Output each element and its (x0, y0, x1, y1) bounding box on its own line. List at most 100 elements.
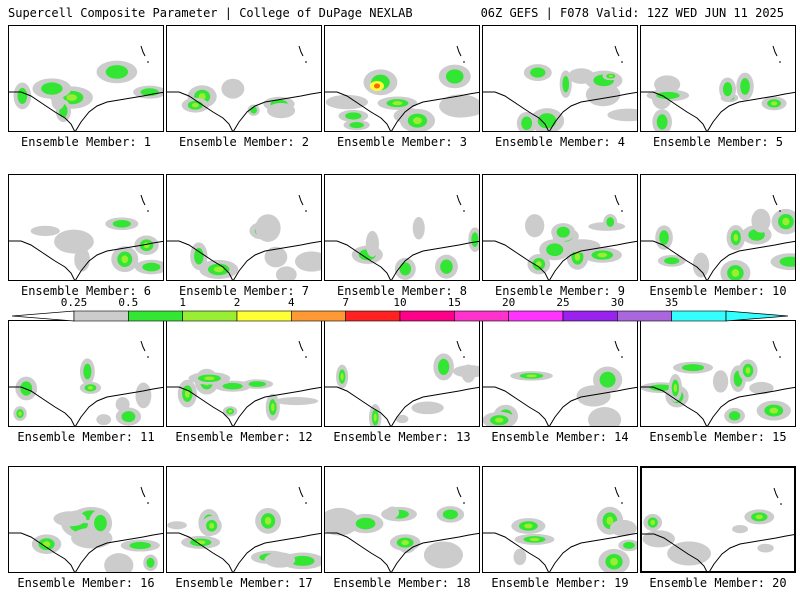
coastline (642, 533, 794, 571)
scp-shade-mid (121, 411, 136, 423)
scp-shade-mid (728, 411, 741, 421)
scp-shade-low (30, 225, 60, 237)
ensemble-map-18 (324, 466, 480, 573)
ensemble-member-label: Ensemble Member: 5 (652, 135, 784, 149)
ensemble-member-label: Ensemble Member: 18 (333, 576, 471, 590)
coastline (325, 240, 479, 280)
colorbar-segment (671, 310, 727, 322)
scp-shade-mid (623, 541, 635, 549)
scp-shade-mid (290, 555, 315, 566)
scp-shade-mid (142, 262, 161, 272)
scp-shade-mid (656, 114, 668, 130)
island-outline (140, 486, 149, 504)
scp-shade-low (365, 230, 379, 257)
scp-shade-mid (681, 364, 705, 372)
scp-shade-low (135, 382, 152, 409)
colorbar-segment (73, 310, 129, 322)
island-outline (456, 486, 465, 504)
scp-shade-mid (94, 514, 107, 532)
scp-shade-high (121, 255, 129, 264)
island-outline (456, 45, 465, 63)
scp-shade-high (87, 386, 94, 390)
scp-shade-low (264, 552, 296, 568)
color-scale-bar (12, 310, 788, 322)
colorbar-tick-label: 2 (233, 296, 241, 309)
scp-shade-mid (556, 226, 570, 238)
ensemble-map-15 (640, 320, 796, 427)
scp-shade-low (568, 68, 595, 84)
coastline (167, 532, 321, 572)
scp-shade-low (609, 519, 637, 537)
coastline (9, 386, 163, 426)
scp-shade-high (529, 537, 540, 542)
scp-shade-high (770, 101, 778, 106)
scp-shade-mid (599, 371, 616, 388)
island-outline (773, 487, 782, 505)
scp-shade-mid (399, 262, 412, 276)
scp-shade-mid (779, 256, 795, 267)
scp-shade-low (423, 541, 463, 569)
island-outline (772, 45, 781, 63)
coastline (483, 532, 637, 572)
island-outline (298, 340, 307, 358)
scp-shade-high (606, 516, 614, 525)
scp-shade-high (209, 522, 215, 529)
scp-shade-high (769, 407, 779, 414)
scp-shade-mid (606, 217, 615, 227)
ensemble-map-9 (482, 174, 638, 281)
scp-shade-low (642, 530, 675, 548)
scp-shade-mid (355, 517, 376, 530)
scp-shade-high (755, 514, 764, 520)
scp-shade-mid (17, 87, 28, 104)
colorbar-segment (236, 310, 292, 322)
colorbar-segment (182, 310, 238, 322)
scp-shade-high (526, 374, 537, 378)
scp-shade-mid (105, 65, 129, 79)
coastline (9, 91, 163, 131)
scp-shade-low (513, 548, 527, 566)
coastline (167, 386, 321, 426)
scp-shade-low (221, 78, 245, 99)
scp-shade-low (294, 251, 321, 272)
ensemble-member-label: Ensemble Member: 20 (649, 576, 787, 590)
ensemble-map-16 (8, 466, 164, 573)
island-outline (140, 194, 149, 212)
coastline (483, 91, 637, 131)
scp-shade-mid (471, 232, 479, 247)
scp-shade-mid (250, 106, 257, 114)
island-outline (140, 45, 149, 63)
figure-title: Supercell Composite Parameter | College … (8, 6, 413, 20)
ensemble-member-label: Ensemble Member: 9 (494, 284, 626, 298)
ensemble-member-label: Ensemble Member: 10 (649, 284, 787, 298)
coastline (641, 91, 795, 131)
scp-shade-low (757, 543, 774, 553)
scp-shade-low (446, 99, 479, 117)
ensemble-member-label: Ensemble Member: 1 (20, 135, 152, 149)
scp-shade-low (412, 216, 425, 240)
ensemble-member-label: Ensemble Member: 6 (20, 284, 152, 298)
colorbar-tick-label: 4 (288, 296, 295, 309)
scp-shade-low (267, 102, 296, 119)
colorbar-tick-label: 0.25 (60, 296, 88, 309)
scp-shade-mid (129, 541, 152, 550)
scp-shade-high (745, 367, 751, 374)
scp-shade-mid (440, 259, 453, 274)
scp-shade-low (104, 553, 134, 572)
island-outline (772, 194, 781, 212)
island-outline (772, 340, 781, 358)
ensemble-member-label: Ensemble Member: 13 (333, 430, 471, 444)
scp-shade-high (340, 372, 344, 381)
colorbar-tick-label: 20 (502, 296, 516, 309)
scp-shade-low (255, 214, 281, 242)
scp-shade-high (401, 540, 409, 546)
ensemble-member-label: Ensemble Member: 3 (336, 135, 468, 149)
ensemble-map-4 (482, 25, 638, 132)
coastline (9, 240, 163, 280)
scp-shade-low (53, 511, 87, 527)
scp-shade-mid (656, 91, 680, 99)
scp-shade-low (264, 246, 288, 268)
island-outline (456, 340, 465, 358)
island-outline (614, 45, 623, 63)
ensemble-member-label: Ensemble Member: 7 (178, 284, 310, 298)
scp-shade-mid (112, 219, 131, 228)
